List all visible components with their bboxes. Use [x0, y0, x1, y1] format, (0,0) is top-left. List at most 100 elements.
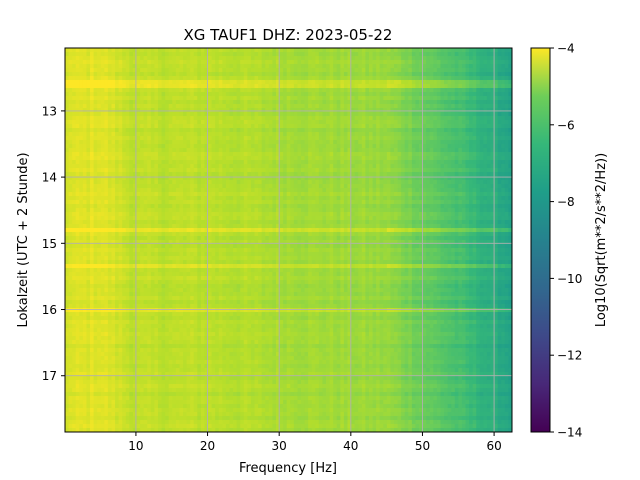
heatmap-cell [136, 48, 141, 53]
heatmap-cell [118, 128, 123, 133]
heatmap-cell [79, 360, 84, 365]
heatmap-cell [236, 428, 241, 432]
heatmap-cell [115, 200, 120, 205]
heatmap-cell [233, 356, 238, 361]
heatmap-cell [72, 416, 77, 421]
heatmap-cell [179, 400, 184, 405]
heatmap-cell [243, 248, 248, 253]
heatmap-cell [72, 220, 77, 225]
heatmap-cell [75, 300, 80, 305]
heatmap-cell [157, 124, 162, 129]
heatmap-cell [115, 328, 120, 333]
heatmap-cell [183, 300, 187, 305]
heatmap-cell [236, 52, 241, 57]
heatmap-cell [118, 76, 123, 81]
heatmap-cell [129, 396, 134, 401]
heatmap-cell [100, 244, 105, 249]
heatmap-cell [190, 348, 195, 353]
heatmap-cell [125, 408, 130, 413]
heatmap-cell [140, 140, 145, 145]
heatmap-cell [104, 264, 109, 269]
heatmap-cell [68, 300, 73, 305]
heatmap-cell [65, 260, 69, 265]
heatmap-cell [125, 180, 130, 185]
heatmap-cell [222, 200, 227, 205]
heatmap-cell [243, 328, 248, 333]
heatmap-cell [132, 336, 137, 341]
heatmap-cell [143, 400, 148, 405]
heatmap-cell [132, 188, 137, 193]
heatmap-cell [218, 376, 223, 381]
heatmap-cell [129, 384, 134, 389]
heatmap-cell [218, 388, 223, 393]
heatmap-cell [225, 208, 230, 213]
heatmap-cell [183, 324, 187, 329]
heatmap-cell [122, 232, 127, 237]
heatmap-cell [65, 416, 69, 421]
heatmap-cell [165, 152, 170, 157]
heatmap-cell [240, 120, 245, 125]
heatmap-cell [161, 60, 166, 65]
heatmap-cell [75, 200, 80, 205]
heatmap-cell [140, 416, 145, 421]
heatmap-cell [168, 216, 173, 221]
heatmap-cell [140, 200, 145, 205]
heatmap-cell [157, 180, 162, 185]
heatmap-cell [154, 424, 159, 429]
heatmap-cell [204, 164, 209, 169]
heatmap-cell [125, 280, 130, 285]
heatmap-cell [100, 56, 105, 61]
heatmap-cell [208, 204, 213, 209]
heatmap-cell [168, 248, 173, 253]
heatmap-cell [240, 276, 245, 281]
heatmap-cell [200, 252, 205, 257]
heatmap-cell [129, 204, 134, 209]
heatmap-cell [233, 88, 238, 93]
heatmap-cell [118, 108, 123, 113]
heatmap-cell [111, 260, 116, 265]
heatmap-cell [118, 272, 123, 277]
heatmap-cell [190, 324, 195, 329]
heatmap-cell [208, 372, 213, 377]
heatmap-cell [143, 80, 148, 85]
heatmap-cell [236, 204, 241, 209]
heatmap-cell [236, 236, 241, 241]
heatmap-cell [107, 88, 112, 93]
heatmap-cell [100, 168, 105, 173]
heatmap-cell [143, 148, 148, 153]
heatmap-cell [104, 72, 109, 77]
heatmap-cell [179, 424, 184, 429]
heatmap-cell [233, 176, 238, 181]
heatmap-cell [100, 260, 105, 265]
heatmap-cell [129, 100, 134, 105]
heatmap-cell [129, 364, 134, 369]
heatmap-cell [222, 388, 227, 393]
heatmap-cell [218, 412, 223, 417]
heatmap-cell [147, 116, 152, 121]
heatmap-cell [125, 404, 130, 409]
heatmap-cell [132, 384, 137, 389]
heatmap-cell [197, 228, 202, 233]
heatmap-cell [93, 48, 98, 53]
heatmap-cell [122, 84, 127, 89]
heatmap-cell [90, 264, 95, 269]
heatmap-cell [140, 408, 145, 413]
heatmap-cell [247, 56, 252, 61]
heatmap-cell [208, 332, 213, 337]
heatmap-cell [107, 344, 112, 349]
heatmap-cell [68, 248, 73, 253]
heatmap-cell [97, 232, 102, 237]
heatmap-cell [93, 264, 98, 269]
heatmap-cell [197, 184, 202, 189]
heatmap-cell [240, 308, 245, 313]
heatmap-cell [168, 316, 173, 321]
heatmap-cell [233, 288, 238, 293]
heatmap-cell [215, 260, 220, 265]
heatmap-cell [247, 416, 252, 421]
heatmap-cell [111, 176, 116, 181]
heatmap-cell [186, 180, 191, 185]
heatmap-cell [193, 348, 198, 353]
heatmap-cell [79, 348, 84, 353]
heatmap-cell [111, 208, 116, 213]
heatmap-cell [157, 220, 162, 225]
